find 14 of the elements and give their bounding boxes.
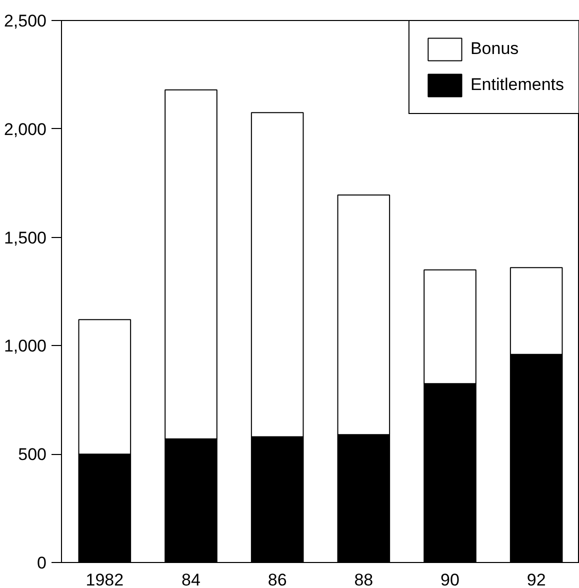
x-tick-label: 88 bbox=[354, 570, 374, 588]
y-tick-label: 2,500 bbox=[4, 12, 47, 30]
y-tick-label: 0 bbox=[37, 554, 47, 572]
x-tick-label: 86 bbox=[268, 570, 287, 588]
y-tick-label: 2,000 bbox=[4, 120, 47, 139]
y-tick-label: 500 bbox=[18, 445, 47, 464]
legend-label: Bonus bbox=[470, 39, 519, 59]
x-tick-label: 92 bbox=[526, 570, 546, 588]
y-tick-label: 1,500 bbox=[4, 228, 47, 248]
x-tick-label: 90 bbox=[440, 570, 460, 588]
x-tick-label: 84 bbox=[182, 570, 200, 588]
y-tick-label: 1,000 bbox=[4, 336, 47, 356]
x-tick-label: 1982 bbox=[86, 570, 124, 588]
legend-label: Entitlements bbox=[470, 75, 564, 95]
